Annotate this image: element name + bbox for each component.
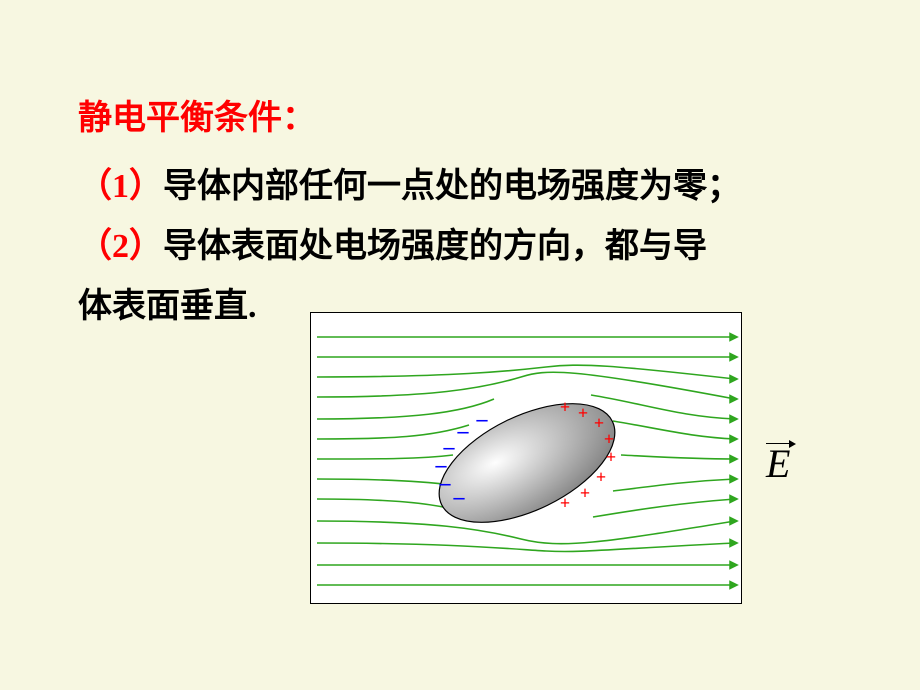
e-field-label: E (766, 440, 790, 487)
conductor-ellipse (421, 379, 633, 547)
minus-charge-icon: – (457, 418, 470, 443)
text-line: 体表面垂直. (78, 278, 257, 327)
minus-charge-icon: – (439, 470, 452, 495)
line-text: 导体表面处电场强度的方向，都与导 (163, 228, 707, 265)
plus-charge-icon: + (594, 413, 604, 433)
field-line (613, 421, 735, 439)
text-line: （1）导体内部任何一点处的电场强度为零； (78, 158, 741, 207)
field-diagram: ++++++++–––––– (311, 313, 743, 605)
plus-charge-icon: + (596, 467, 606, 487)
line-text: 体表面垂直. (78, 288, 257, 325)
plus-charge-icon: + (580, 483, 590, 503)
field-line (317, 521, 735, 544)
field-line (317, 365, 735, 379)
plus-charge-icon: + (560, 493, 570, 513)
plus-charge-icon: + (604, 429, 614, 449)
enum-number: （2） (78, 228, 163, 265)
field-line (621, 455, 735, 459)
vector-arrowhead-icon (789, 440, 796, 448)
plus-charge-icon: + (578, 403, 588, 423)
enum-number: （1） (78, 168, 163, 205)
line-text: 导体内部任何一点处的电场强度为零； (163, 168, 741, 205)
slide: 静电平衡条件： （1）导体内部任何一点处的电场强度为零；（2）导体表面处电场强度… (0, 0, 920, 690)
field-line (613, 479, 735, 491)
field-line (317, 479, 451, 485)
heading: 静电平衡条件： (78, 90, 316, 139)
vector-arrow-icon (766, 443, 794, 444)
plus-charge-icon: + (606, 447, 616, 467)
e-field-symbol: E (766, 441, 790, 486)
minus-charge-icon: – (476, 406, 489, 431)
field-line (317, 399, 494, 419)
field-line (317, 499, 461, 511)
diagram-box: ++++++++–––––– (310, 312, 742, 604)
text-line: （2）导体表面处电场强度的方向，都与导 (78, 218, 707, 267)
field-line (317, 543, 735, 552)
field-line (317, 455, 453, 459)
field-line (593, 499, 735, 517)
plus-charge-icon: + (560, 397, 570, 417)
field-line (591, 395, 735, 419)
minus-charge-icon: – (453, 484, 466, 509)
